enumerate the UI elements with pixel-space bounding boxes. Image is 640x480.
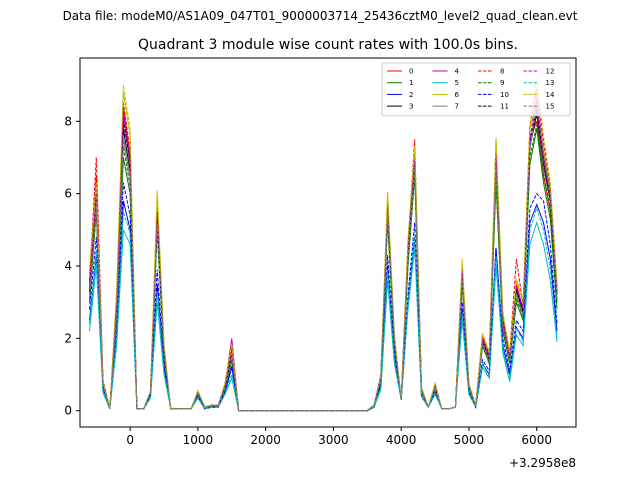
legend-label-9: 9	[500, 79, 504, 87]
series-line-15	[89, 103, 558, 412]
axes-frame	[79, 57, 577, 428]
legend-label-11: 11	[500, 103, 509, 111]
figure-suptitle: Data file: modeM0/AS1A09_047T01_90000037…	[63, 9, 578, 23]
y-tick-label: 4	[64, 259, 72, 273]
legend-box	[381, 62, 571, 117]
x-tick-label: 6000	[521, 433, 552, 447]
x-tick-label: 1000	[183, 433, 214, 447]
legend-label-6: 6	[455, 91, 460, 99]
x-tick-label: 3000	[318, 433, 349, 447]
plot-area: 0 1000 2000 3000 4000 5000 6000024680123456789…	[64, 57, 577, 447]
legend-label-7: 7	[455, 103, 459, 111]
legend-label-2: 2	[409, 91, 413, 99]
legend-label-13: 13	[546, 79, 555, 87]
legend-label-10: 10	[500, 91, 509, 99]
x-axis-offset-label: +3.2958e8	[509, 456, 576, 470]
x-tick-label: 5000	[454, 433, 485, 447]
y-tick-label: 6	[64, 187, 72, 201]
legend-label-14: 14	[546, 91, 555, 99]
legend-label-15: 15	[546, 103, 555, 111]
legend-label-4: 4	[455, 68, 460, 76]
legend-label-0: 0	[409, 68, 413, 76]
x-tick-label: 0	[126, 433, 134, 447]
x-tick-label: 2000	[250, 433, 281, 447]
y-tick-label: 8	[64, 114, 72, 128]
x-tick-label: 4000	[386, 433, 417, 447]
legend-label-12: 12	[546, 68, 555, 76]
legend-label-1: 1	[409, 79, 413, 87]
chart-title: Quadrant 3 module wise count rates with …	[138, 37, 518, 53]
legend-label-8: 8	[500, 68, 504, 76]
y-tick-label: 2	[64, 331, 72, 345]
y-tick-label: 0	[64, 404, 72, 418]
legend-label-5: 5	[455, 79, 459, 87]
legend-label-3: 3	[409, 103, 413, 111]
